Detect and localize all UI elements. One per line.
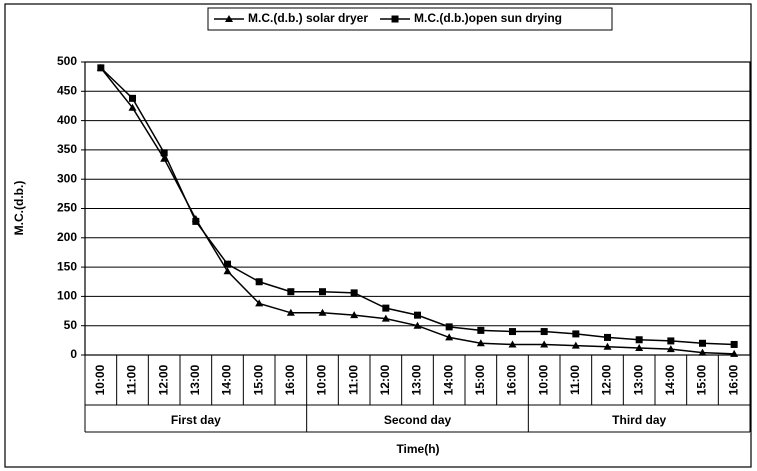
marker (128, 103, 137, 111)
x-axis-label: Time(h) (396, 442, 439, 456)
plot-area (84, 61, 751, 356)
marker (571, 341, 580, 349)
marker (255, 278, 263, 286)
chart-frame (4, 3, 752, 468)
marker (667, 337, 675, 345)
x-tick-label: 10:00 (315, 364, 329, 395)
legend-label: M.C.(d.b.)open sun drying (414, 11, 562, 25)
marker (129, 94, 136, 102)
x-tick-label: 11:00 (125, 365, 139, 395)
y-tick-label: 450 (57, 83, 77, 97)
marker (223, 267, 232, 275)
x-tick-label: 15:00 (251, 364, 265, 395)
y-tick-label: 100 (57, 289, 77, 303)
x-tick-label: 12:00 (600, 364, 614, 395)
x-tick-label: 14:00 (663, 364, 677, 395)
marker (391, 15, 399, 23)
x-tick-label: 14:00 (220, 364, 234, 395)
marker (604, 333, 611, 341)
marker (698, 348, 707, 356)
x-tick-label: 15:00 (473, 364, 487, 395)
marker (318, 308, 327, 316)
x-tick-label: 10:00 (93, 364, 107, 395)
marker (350, 311, 359, 319)
marker (225, 15, 233, 22)
marker (477, 326, 485, 334)
x-tick-label: 16:00 (283, 364, 297, 395)
marker (509, 328, 516, 336)
marker (445, 323, 453, 331)
y-axis-label: M.C.(d.b.) (12, 181, 26, 236)
marker (540, 340, 549, 348)
marker (224, 260, 231, 268)
marker (255, 299, 264, 307)
marker (730, 340, 738, 348)
y-tick-label: 300 (57, 171, 77, 185)
marker (192, 217, 200, 225)
y-tick-label: 500 (57, 54, 77, 68)
marker (730, 349, 739, 357)
x-tick-label: 13:00 (631, 364, 645, 395)
marker (319, 288, 326, 296)
x-tick-label: 16:00 (726, 364, 740, 395)
marker (414, 311, 421, 319)
x-tick-label: 13:00 (410, 364, 424, 395)
x-tick-label: 10:00 (536, 364, 550, 395)
marker (508, 340, 517, 348)
marker (413, 321, 422, 329)
marker (635, 336, 643, 344)
y-tick-label: 200 (57, 230, 77, 244)
marker (350, 289, 358, 297)
marker (635, 343, 644, 351)
marker (286, 308, 295, 316)
group-label: Third day (612, 413, 666, 427)
marker (445, 333, 454, 341)
marker (160, 154, 169, 162)
x-tick-label: 14:00 (441, 364, 455, 395)
x-tick-label: 13:00 (188, 364, 202, 395)
x-tick-label: 11:00 (346, 365, 360, 395)
marker (476, 339, 485, 347)
marker (381, 314, 390, 322)
marker (540, 328, 548, 336)
group-label: First day (171, 413, 221, 427)
y-tick-label: 50 (64, 318, 78, 332)
y-tick-label: 0 (70, 347, 77, 361)
marker (382, 304, 390, 312)
marker (603, 342, 612, 350)
marker (287, 288, 295, 296)
marker (160, 149, 168, 157)
marker (572, 330, 580, 338)
y-tick-label: 250 (57, 201, 77, 215)
legend-label: M.C.(d.b.) solar dryer (248, 11, 368, 25)
y-tick-label: 350 (57, 142, 77, 156)
marker (666, 345, 675, 353)
x-tick-label: 11:00 (568, 365, 582, 395)
marker (97, 64, 105, 72)
marker (699, 339, 706, 347)
y-tick-label: 150 (57, 259, 77, 273)
x-tick-label: 12:00 (378, 364, 392, 395)
x-tick-label: 16:00 (505, 364, 519, 395)
x-tick-label: 12:00 (156, 364, 170, 395)
x-tick-label: 15:00 (695, 364, 709, 395)
y-tick-label: 400 (57, 113, 77, 127)
group-label: Second day (384, 413, 452, 427)
